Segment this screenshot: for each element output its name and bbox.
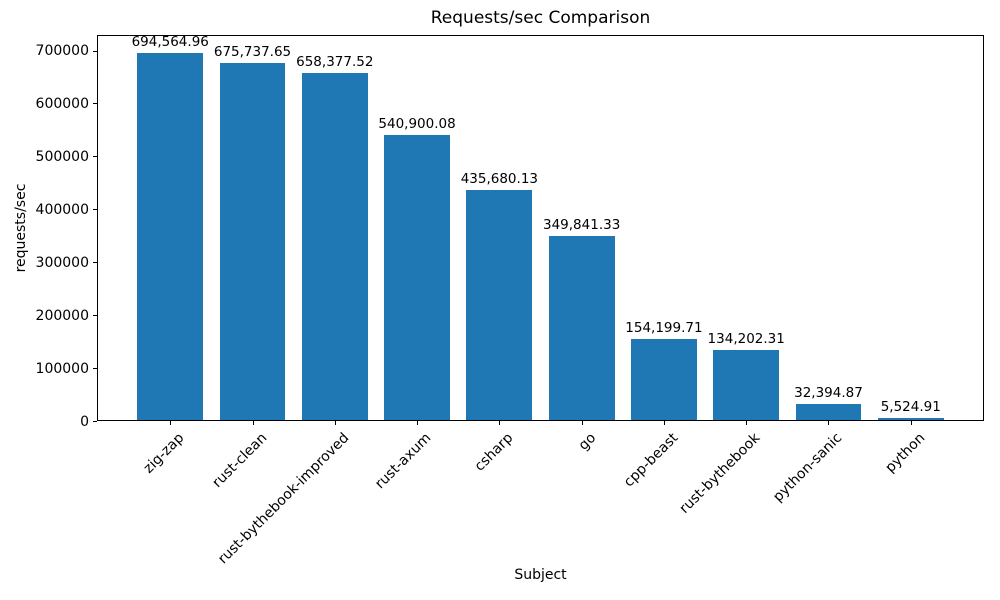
y-tick-mark — [93, 368, 97, 370]
bar-value-label: 694,564.96 — [131, 34, 209, 51]
x-tick-label: csharp — [472, 430, 517, 475]
x-tick-mark — [910, 421, 912, 425]
bar-value-label: 349,841.33 — [542, 216, 621, 233]
y-tick-mark — [93, 156, 97, 158]
x-tick-mark — [334, 421, 336, 425]
x-axis-label: Subject — [514, 567, 567, 583]
x-tick-label: rust-clean — [208, 430, 270, 491]
y-tick-mark — [93, 262, 97, 264]
y-tick-mark — [93, 209, 97, 211]
y-tick-label: 500000 — [35, 148, 89, 165]
x-tick-label: zig-zap — [140, 430, 188, 477]
x-tick-mark — [828, 421, 830, 425]
y-tick-mark — [93, 50, 97, 52]
x-tick-mark — [252, 421, 254, 425]
y-tick-label: 400000 — [35, 201, 89, 218]
bar-cpp-beast — [631, 339, 697, 420]
x-tick-mark — [170, 421, 172, 425]
bar-rust-axum — [384, 134, 450, 420]
x-tick-mark — [581, 421, 583, 425]
bar-python-sanic — [795, 403, 862, 420]
bar-python — [877, 418, 944, 420]
bar-value-label: 154,199.71 — [625, 320, 703, 337]
bar-value-label: 435,680.13 — [460, 171, 538, 188]
bar-rust-clean — [219, 63, 286, 420]
y-tick-mark — [93, 315, 97, 317]
bar-go — [548, 235, 615, 420]
y-axis-label: requests/sec — [13, 183, 29, 273]
bar-zig-zap — [137, 53, 204, 420]
bar-value-label: 658,377.52 — [296, 53, 374, 70]
bar-value-label: 675,737.65 — [213, 44, 292, 61]
bar-value-label: 32,394.87 — [794, 384, 863, 401]
y-tick-label: 100000 — [35, 360, 89, 377]
chart-title: Requests/sec Comparison — [430, 8, 651, 28]
x-tick-label: go — [575, 430, 599, 454]
x-tick-mark — [499, 421, 501, 425]
bar-value-label: 134,202.31 — [707, 330, 785, 347]
x-tick-mark — [663, 421, 665, 425]
y-tick-mark — [93, 421, 97, 422]
x-tick-label: python-sanic — [770, 430, 846, 506]
x-tick-label: python — [882, 430, 929, 476]
bar-value-label: 5,524.91 — [880, 399, 941, 416]
y-tick-label: 700000 — [35, 43, 89, 59]
y-tick-label: 300000 — [35, 254, 89, 271]
x-tick-label: cpp-beast — [620, 430, 682, 491]
bar-rust-bythebook — [713, 349, 780, 420]
x-tick-label: rust-bythebook — [676, 430, 764, 517]
bar-rust-bythebook-improved — [301, 72, 368, 420]
y-tick-mark — [93, 103, 97, 105]
y-tick-label: 600000 — [35, 95, 89, 112]
x-tick-mark — [417, 421, 419, 425]
bar-csharp — [466, 190, 533, 420]
y-tick-label: 200000 — [35, 307, 89, 324]
x-tick-mark — [746, 421, 748, 425]
bar-value-label: 540,900.08 — [378, 115, 456, 132]
x-tick-label: rust-axum — [372, 430, 435, 493]
x-tick-label: rust-bythebook-improved — [214, 430, 353, 568]
y-tick-label: 0 — [80, 413, 89, 430]
